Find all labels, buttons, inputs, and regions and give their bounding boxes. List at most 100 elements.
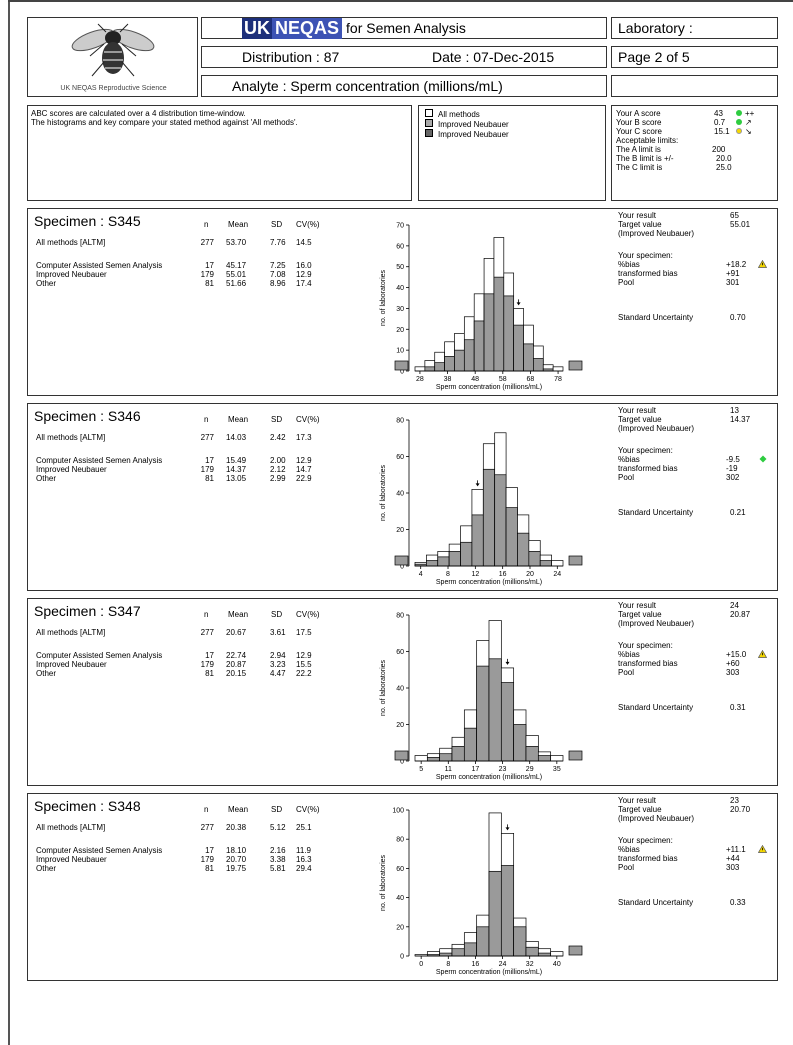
specimen-title: Specimen : S345	[34, 213, 141, 229]
x-tick-label: 24	[553, 571, 561, 578]
specimen-title: Specimen : S348	[34, 798, 141, 814]
bar-improved-neubauer	[513, 926, 527, 957]
stat-row-n: 277	[200, 823, 214, 832]
transformed-bias-value: +91	[726, 269, 740, 278]
stat-header-cv: CV(%)	[296, 610, 320, 619]
target-method: (Improved Neubauer)	[618, 619, 695, 628]
stat-row-name: Other	[36, 279, 57, 288]
bar-improved-neubauer	[439, 952, 453, 957]
histogram-chart: 0 20 40 60 80 no. of laboratories 4 8 12 16 20 24 Sp…	[363, 408, 593, 588]
stat-row-cv: 15.5	[296, 660, 312, 669]
your-specimen-label: Your specimen:	[618, 836, 673, 845]
green-circle-icon	[736, 110, 742, 116]
legend-item: Improved Neubauer	[425, 119, 599, 129]
stat-row-mean: 20.67	[226, 628, 247, 637]
target-value-label: Target value	[618, 610, 662, 619]
y-tick-label: 80	[396, 837, 404, 844]
logo-box: UK NEQAS Reproductive Science	[27, 17, 198, 97]
b-limit-value: 20.0	[716, 154, 732, 163]
high-outlier-box	[568, 360, 583, 371]
x-tick-label: 58	[499, 376, 507, 383]
bar-improved-neubauer	[476, 665, 490, 762]
stat-row-cv: 29.4	[296, 864, 312, 873]
c-limit-value: 25.0	[716, 163, 732, 172]
transformed-bias-value: +60	[726, 659, 740, 668]
y-tick-label: 20	[396, 924, 404, 931]
stat-header-n: n	[204, 415, 209, 424]
stat-row-mean: 20.70	[226, 855, 247, 864]
brand-box: UK NEQAS for Semen Analysis	[201, 17, 607, 39]
specimen-title: Specimen : S347	[34, 603, 141, 619]
stat-row-mean: 20.15	[226, 669, 247, 678]
y-tick-label: 20	[396, 527, 404, 534]
y-axis-label: no. of laboratories	[380, 854, 387, 911]
laboratory-box: Laboratory :	[611, 17, 778, 39]
histogram-svg: 0 10 20 30 40 50 60 70 no. of laboratories 28 38 48…	[380, 223, 583, 391]
bar-improved-neubauer	[525, 946, 539, 957]
stat-row-n: 81	[205, 279, 214, 288]
pool-value: 301	[726, 278, 740, 287]
stat-header-n: n	[204, 805, 209, 814]
y-tick-label: 40	[396, 895, 404, 902]
y-tick-label: 0	[400, 954, 404, 961]
page-number: Page 2 of 5	[618, 49, 690, 65]
stat-header-cv: CV(%)	[296, 805, 320, 814]
x-tick-label: 23	[499, 766, 507, 773]
bar-improved-neubauer	[426, 560, 439, 567]
legend-item: Improved Neubauer	[425, 129, 599, 139]
y-tick-label: 60	[396, 454, 404, 461]
x-tick-label: 8	[446, 961, 450, 968]
bar-improved-neubauer	[513, 324, 524, 372]
bar-improved-neubauer	[505, 507, 518, 567]
x-tick-label: 29	[526, 766, 534, 773]
scores-box: Your A score 43 ++ Your B score 0.7 ↗ Yo…	[611, 105, 778, 201]
blank-box	[611, 75, 778, 97]
bar-improved-neubauer	[471, 514, 484, 567]
your-result-label: Your result	[618, 406, 656, 415]
stat-row-sd: 2.00	[270, 456, 286, 465]
c-limit-label: The C limit is	[616, 163, 663, 172]
stat-row-mean: 18.10	[226, 846, 247, 855]
your-result-arrow-icon	[516, 302, 521, 306]
specimen-panel: Specimen : S346 n Mean SD CV(%) All methods […	[27, 403, 778, 591]
logo-caption: UK NEQAS Reproductive Science	[60, 85, 167, 92]
stat-row-name: All methods [ALTM]	[36, 433, 106, 442]
stat-row-name: Computer Assisted Semen Analysis	[36, 456, 163, 465]
bias-value: +15.0	[726, 650, 747, 659]
your-result-arrow-icon	[505, 827, 510, 831]
score-a-trend: ++	[745, 109, 755, 118]
y-tick-label: 40	[396, 686, 404, 693]
x-tick-label: 38	[444, 376, 452, 383]
stat-row-cv: 25.1	[296, 823, 312, 832]
uncertainty-label: Standard Uncertainty	[618, 898, 694, 907]
stat-row-n: 179	[200, 660, 214, 669]
your-specimen-label: Your specimen:	[618, 446, 673, 455]
stat-header-sd: SD	[271, 805, 283, 814]
page-border-top	[8, 0, 793, 2]
bar-improved-neubauer	[503, 295, 515, 372]
bar-improved-neubauer	[500, 682, 515, 762]
stat-row-cv: 12.9	[296, 456, 312, 465]
bar-improved-neubauer	[473, 320, 485, 372]
legend-item: All methods	[425, 109, 599, 119]
stat-header-sd: SD	[271, 415, 283, 424]
target-value-label: Target value	[618, 415, 662, 424]
bar-all-methods	[551, 560, 564, 567]
pool-label: Pool	[618, 278, 635, 287]
distribution-box: Distribution : 87 Date : 07-Dec-2015	[201, 46, 607, 68]
pool-value: 302	[726, 473, 740, 482]
stat-row-mean: 53.70	[226, 238, 247, 247]
x-axis-label: Sperm concentration (millions/mL)	[436, 969, 542, 976]
warning-triangle-icon	[758, 650, 767, 658]
stat-row-sd: 2.12	[270, 465, 286, 474]
transformed-bias-label: transformed bias	[618, 659, 678, 668]
uncertainty-value: 0.33	[730, 898, 746, 907]
date-label: Date : 07-Dec-2015	[432, 49, 555, 65]
uncertainty-label: Standard Uncertainty	[618, 508, 694, 517]
stat-row-name: Computer Assisted Semen Analysis	[36, 261, 163, 270]
specimen-panel: Specimen : S345 n Mean SD CV(%) All methods […	[27, 208, 778, 396]
pool-label: Pool	[618, 668, 635, 677]
transformed-bias-label: transformed bias	[618, 464, 678, 473]
bias-label: %bias	[618, 650, 640, 659]
transformed-bias-value: -19	[726, 464, 738, 473]
